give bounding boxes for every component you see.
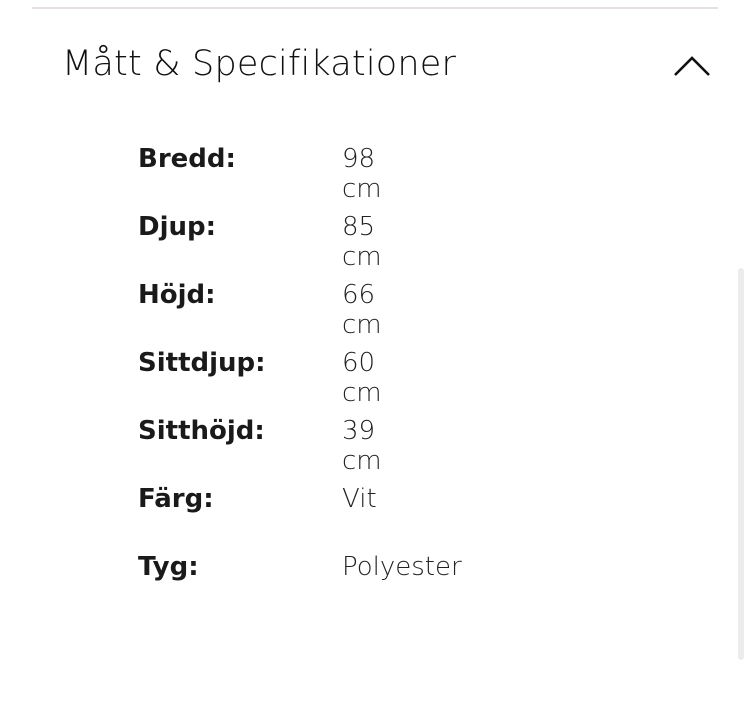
section-title: Mått & Specifikationer — [62, 44, 457, 84]
spec-value: Vit — [342, 484, 377, 514]
section-divider — [32, 7, 718, 9]
spec-value: 98 cm — [342, 144, 382, 204]
spec-label: Bredd: — [138, 144, 236, 174]
specs-accordion-header[interactable]: Mått & Specifikationer — [62, 40, 712, 96]
spec-value: 60 cm — [342, 348, 382, 408]
spec-value: Polyester — [342, 552, 462, 582]
chevron-up-icon[interactable] — [672, 54, 712, 78]
spec-label: Tyg: — [138, 552, 199, 582]
spec-label: Färg: — [138, 484, 214, 514]
spec-label: Sittdjup: — [138, 348, 266, 378]
spec-label: Höjd: — [138, 280, 216, 310]
spec-label: Djup: — [138, 212, 217, 242]
spec-value: 66 cm — [342, 280, 382, 340]
spec-label: Sitthöjd: — [138, 416, 265, 446]
spec-value: 39 cm — [342, 416, 382, 476]
scrollbar[interactable] — [738, 268, 744, 660]
spec-value: 85 cm — [342, 212, 382, 272]
